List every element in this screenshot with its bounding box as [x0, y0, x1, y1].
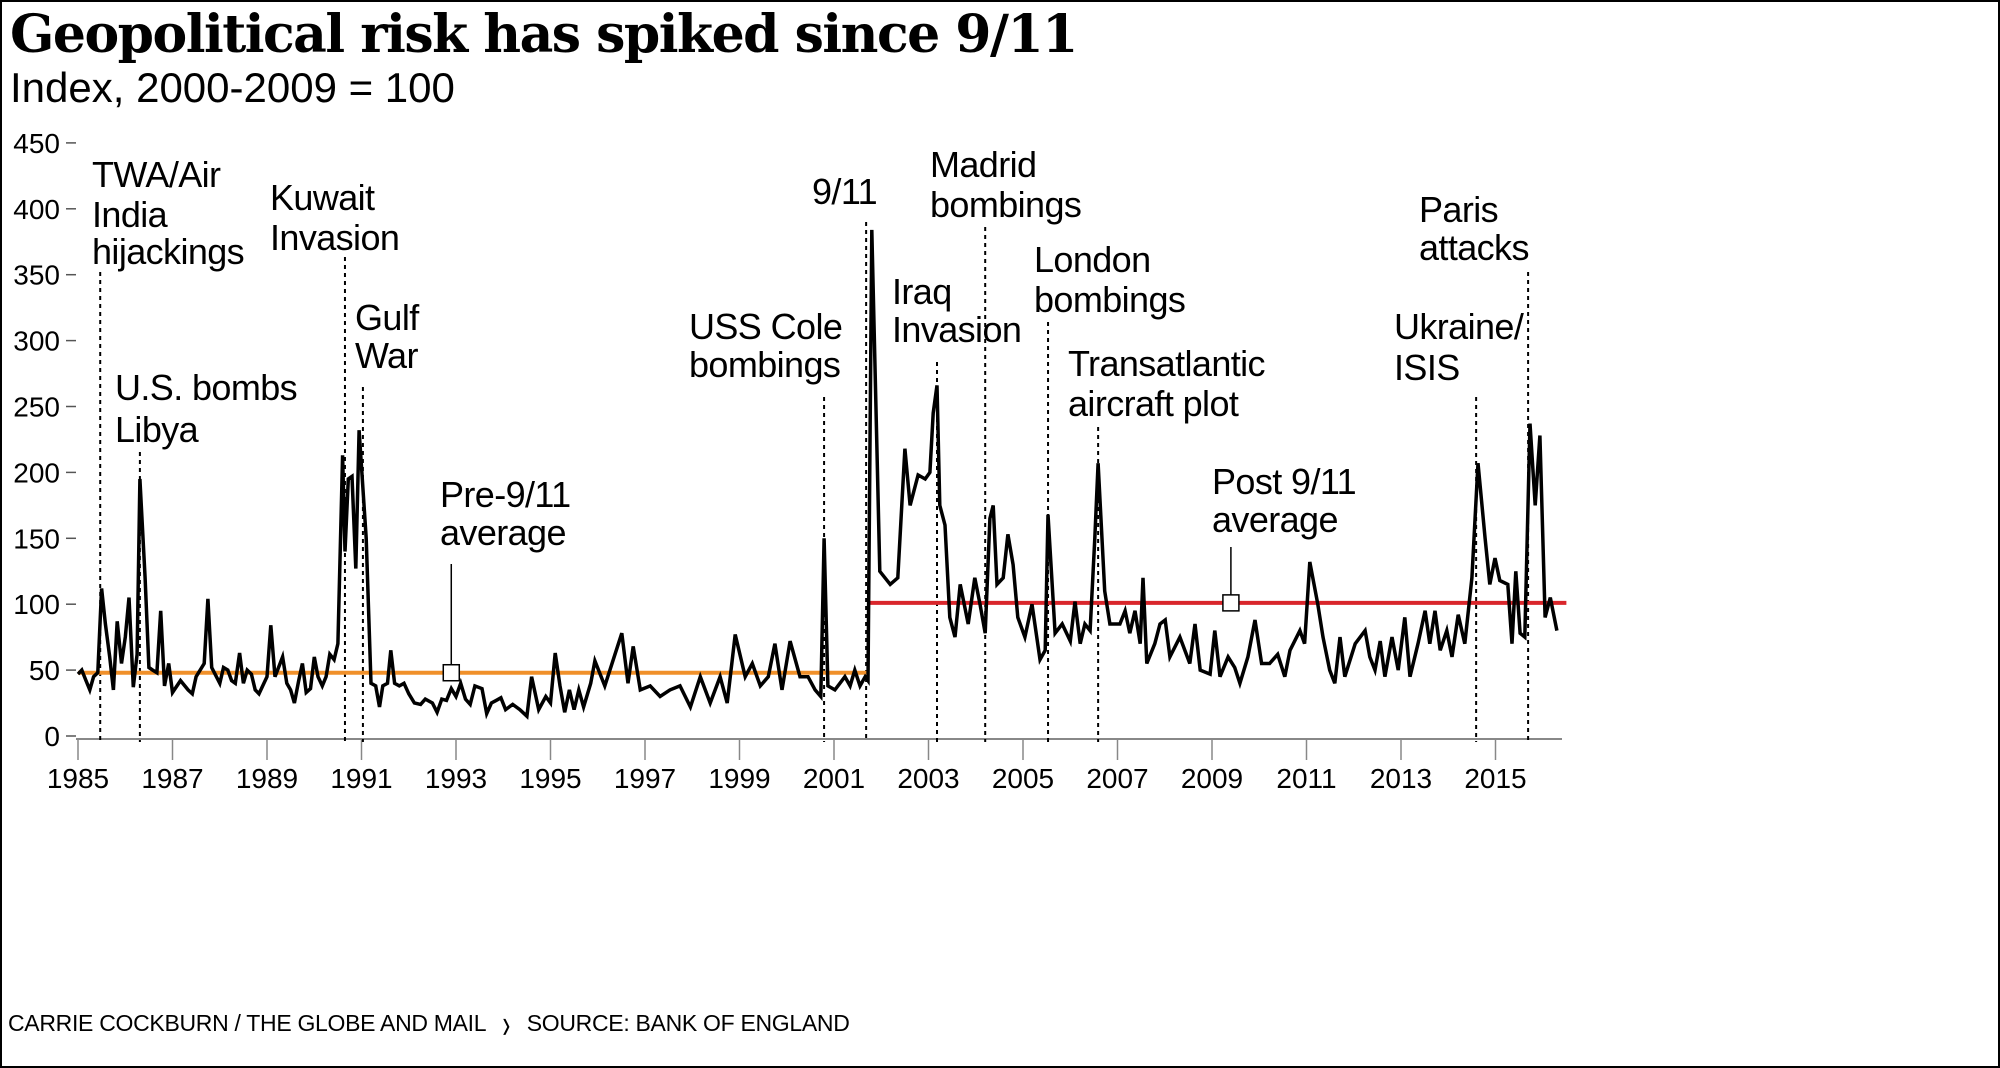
x-tick-label: 1987 — [141, 763, 203, 794]
event-label: Gulf — [355, 297, 420, 338]
event-label: bombings — [930, 184, 1081, 225]
event-label: Invasion — [892, 309, 1021, 350]
x-tick-label: 1995 — [519, 763, 581, 794]
x-tick-label: 1993 — [425, 763, 487, 794]
event-label: India — [92, 194, 169, 235]
x-tick-label: 1999 — [708, 763, 770, 794]
y-tick-label: 0 — [44, 721, 60, 752]
event-label: Paris — [1419, 189, 1498, 230]
event-label: U.S. bombs — [115, 367, 297, 408]
x-tick-label: 2011 — [1276, 763, 1336, 794]
risk-index-line — [76, 229, 1559, 720]
y-tick-label: 150 — [13, 523, 60, 554]
event-label: Invasion — [270, 217, 399, 258]
y-tick-label: 450 — [13, 128, 60, 159]
x-tick-label: 2007 — [1086, 763, 1148, 794]
x-tick-label: 2003 — [897, 763, 959, 794]
x-tick-label: 2001 — [803, 763, 865, 794]
event-label: 9/11 — [812, 171, 877, 212]
average-label: Pre-9/11 — [440, 474, 571, 515]
event-label: ISIS — [1394, 347, 1460, 388]
average-marker-square — [1222, 594, 1240, 612]
footer-source: SOURCE: BANK OF ENGLAND — [526, 1010, 850, 1036]
chart-footer: CARRIE COCKBURN / THE GLOBE AND MAIL ❭ S… — [8, 1010, 850, 1037]
event-label: bombings — [1034, 279, 1185, 320]
y-tick-label: 300 — [13, 326, 60, 357]
x-tick-label: 2009 — [1181, 763, 1243, 794]
event-label: Ukraine/ — [1394, 306, 1524, 347]
event-label: attacks — [1419, 227, 1529, 268]
footer-credit: CARRIE COCKBURN / THE GLOBE AND MAIL — [8, 1010, 486, 1036]
event-label: Kuwait — [270, 177, 375, 218]
y-tick-label: 400 — [13, 194, 60, 225]
y-tick-label: 100 — [13, 589, 60, 620]
x-tick-label: 1989 — [236, 763, 298, 794]
average-label: average — [440, 512, 566, 553]
event-label: TWA/Air — [92, 154, 221, 195]
event-label: Libya — [115, 409, 200, 450]
x-tick-label: 1991 — [330, 763, 392, 794]
average-marker-square — [442, 663, 461, 682]
event-label: bombings — [689, 344, 840, 385]
x-tick-label: 2005 — [992, 763, 1054, 794]
footer-separator: ❭ — [499, 1018, 513, 1035]
event-label: London — [1034, 239, 1151, 280]
y-tick-label: 50 — [29, 655, 60, 686]
event-label: Madrid — [930, 144, 1036, 185]
x-tick-label: 2015 — [1464, 763, 1526, 794]
chart-title: Geopolitical risk has spiked since 9/11 — [10, 4, 1078, 65]
y-tick-label: 350 — [13, 260, 60, 291]
average-label: Post 9/11 — [1212, 461, 1356, 502]
y-tick-label: 250 — [13, 392, 60, 423]
y-tick-label: 200 — [13, 457, 60, 488]
x-tick-label: 1997 — [614, 763, 676, 794]
event-label: Iraq — [892, 271, 952, 312]
chart-subtitle: Index, 2000-2009 = 100 — [10, 64, 455, 111]
event-label: USS Cole — [689, 306, 842, 347]
event-label: Transatlantic — [1068, 343, 1266, 384]
x-tick-label: 2013 — [1370, 763, 1432, 794]
x-tick-label: 1985 — [47, 763, 109, 794]
average-label: average — [1212, 499, 1338, 540]
event-annotation: 9/11 — [812, 171, 878, 742]
event-annotation: Ukraine/ISIS — [1394, 306, 1524, 742]
event-label: War — [355, 335, 418, 376]
event-label: aircraft plot — [1068, 383, 1239, 424]
event-label: hijackings — [92, 231, 244, 272]
